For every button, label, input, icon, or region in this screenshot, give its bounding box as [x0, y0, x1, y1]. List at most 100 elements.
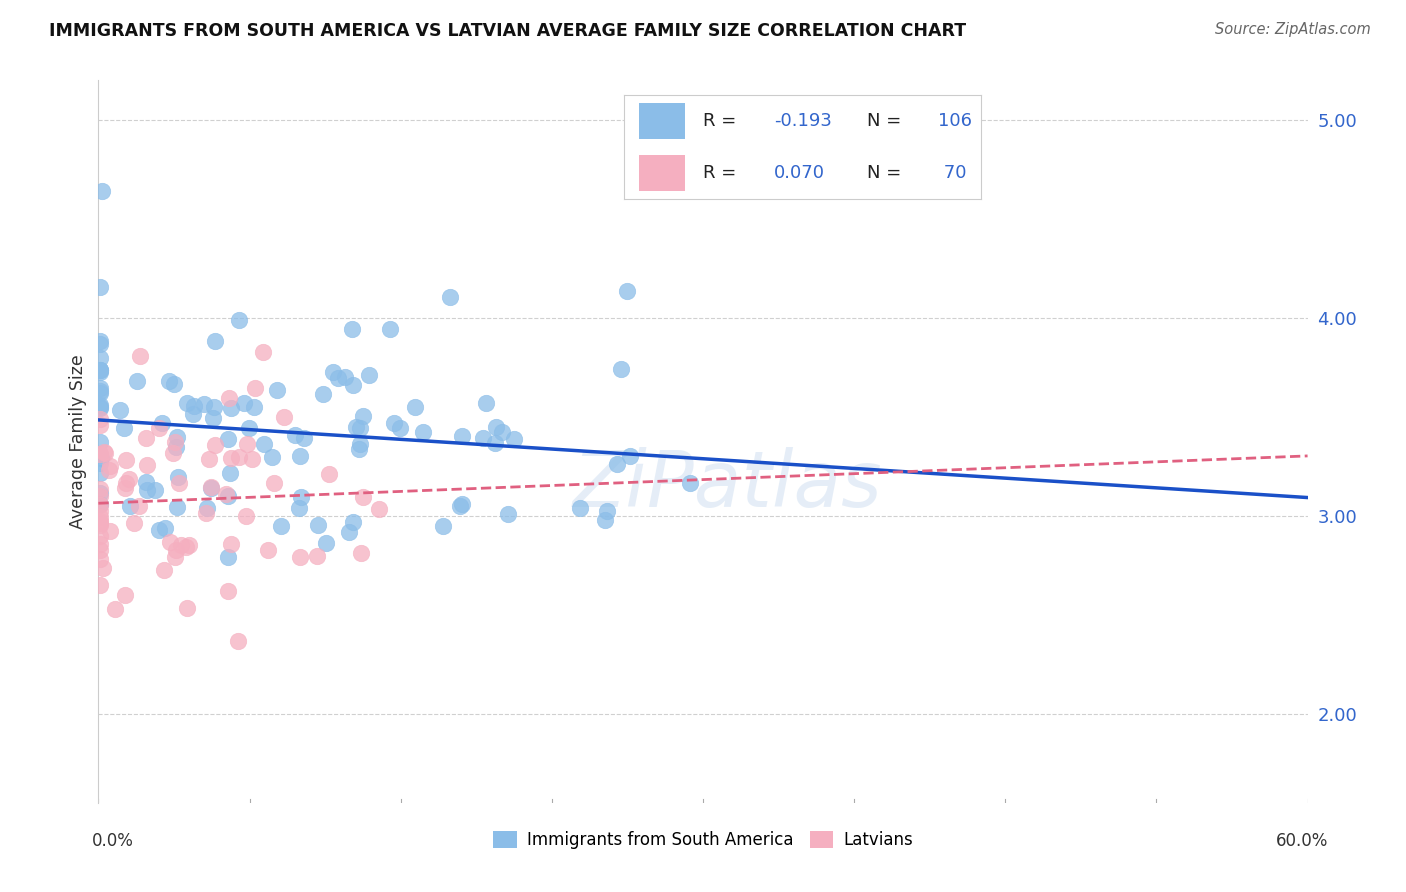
Point [202, 411, 225, 425]
Point [98, 458, 121, 473]
Point [166, 500, 188, 515]
Point [166, 430, 188, 444]
Text: 0.0%: 0.0% [91, 831, 134, 849]
Point [679, 476, 702, 491]
Point [243, 400, 266, 414]
Point [162, 445, 184, 459]
Point [163, 434, 186, 449]
Point [89, 280, 111, 294]
Point [176, 600, 198, 615]
Point [90, 451, 112, 466]
Point [342, 377, 364, 392]
Point [228, 313, 250, 327]
Point [89, 351, 111, 366]
Point [143, 483, 166, 498]
Point [193, 397, 215, 411]
Point [91, 184, 114, 198]
Point [165, 549, 187, 564]
Point [253, 437, 276, 451]
Point [89, 334, 111, 348]
Point [498, 507, 520, 521]
Point [167, 476, 190, 491]
Point [389, 421, 412, 435]
Point [89, 363, 111, 377]
Point [228, 450, 250, 465]
Point [148, 421, 170, 435]
Point [218, 391, 240, 405]
Point [318, 467, 340, 481]
Point [89, 381, 111, 395]
Point [148, 523, 170, 537]
Point [219, 537, 242, 551]
Point [89, 498, 111, 512]
Point [89, 337, 111, 351]
Point [94, 446, 117, 460]
Point [215, 487, 238, 501]
Point [378, 322, 401, 336]
Point [202, 400, 225, 414]
Point [339, 524, 361, 539]
Point [200, 480, 222, 494]
Point [217, 489, 239, 503]
Point [449, 499, 471, 513]
Point [89, 386, 111, 401]
Point [89, 578, 111, 592]
Point [165, 542, 187, 557]
Point [89, 514, 111, 528]
Point [89, 509, 111, 524]
Point [195, 500, 218, 515]
Point [89, 516, 111, 530]
Point [177, 538, 200, 552]
Point [89, 384, 111, 399]
Text: ZiPatlas: ZiPatlas [572, 447, 882, 523]
Text: Source: ZipAtlas.com: Source: ZipAtlas.com [1215, 22, 1371, 37]
Point [273, 410, 295, 425]
Point [89, 400, 111, 414]
Point [217, 549, 239, 564]
Point [174, 540, 197, 554]
Point [176, 396, 198, 410]
Point [245, 381, 267, 395]
Point [238, 421, 260, 435]
Point [200, 481, 222, 495]
Point [128, 499, 150, 513]
Point [491, 425, 513, 439]
Point [263, 475, 285, 490]
Point [252, 345, 274, 359]
Point [404, 401, 426, 415]
Text: IMMIGRANTS FROM SOUTH AMERICA VS LATVIAN AVERAGE FAMILY SIZE CORRELATION CHART: IMMIGRANTS FROM SOUTH AMERICA VS LATVIAN… [49, 22, 966, 40]
Point [344, 419, 367, 434]
Point [359, 368, 381, 382]
Point [181, 407, 204, 421]
Point [606, 457, 628, 471]
Point [112, 421, 135, 435]
Point [451, 497, 474, 511]
Point [340, 321, 363, 335]
Point [89, 497, 111, 511]
Point [367, 502, 389, 516]
Point [115, 475, 138, 490]
Point [288, 501, 311, 516]
Point [89, 435, 111, 450]
Point [382, 416, 405, 430]
Point [347, 442, 370, 457]
Point [89, 466, 111, 480]
Point [288, 550, 311, 565]
Point [484, 435, 506, 450]
Point [322, 366, 344, 380]
Point [342, 515, 364, 529]
Point [219, 450, 242, 465]
Point [288, 449, 311, 463]
Point [122, 516, 145, 530]
Point [471, 432, 494, 446]
Point [129, 349, 152, 363]
Point [315, 536, 337, 550]
Point [166, 470, 188, 484]
Point [233, 396, 256, 410]
Point [432, 519, 454, 533]
Point [89, 401, 111, 416]
Point [152, 563, 174, 577]
Point [153, 521, 176, 535]
Point [235, 508, 257, 523]
Point [110, 403, 132, 417]
